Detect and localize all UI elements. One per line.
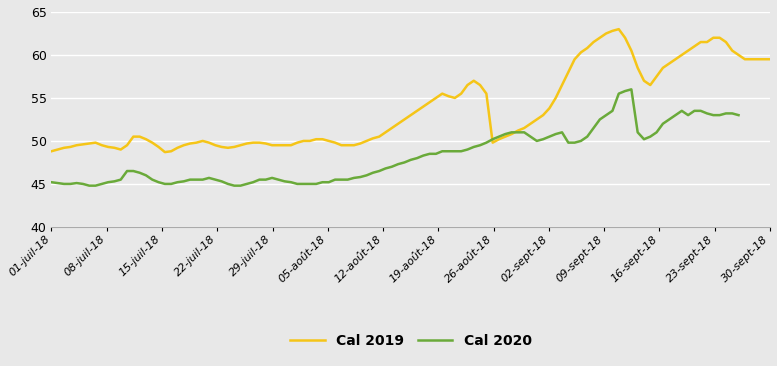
Cal 2020: [368, 171, 378, 175]
Line: Cal 2019: Cal 2019: [51, 29, 770, 152]
Line: Cal 2020: Cal 2020: [51, 89, 738, 186]
Cal 2020: [85, 183, 94, 188]
Cal 2019: [286, 143, 295, 147]
Cal 2019: [324, 139, 333, 143]
Cal 2020: [255, 178, 264, 182]
Cal 2020: [387, 165, 396, 169]
Cal 2020: [727, 111, 737, 116]
Cal 2019: [141, 137, 151, 141]
Cal 2019: [488, 141, 497, 145]
Cal 2019: [765, 57, 775, 61]
Cal 2019: [614, 27, 623, 31]
Legend: Cal 2019, Cal 2020: Cal 2019, Cal 2020: [284, 328, 537, 353]
Cal 2019: [47, 149, 56, 153]
Cal 2019: [217, 145, 226, 149]
Cal 2019: [160, 150, 169, 154]
Cal 2020: [47, 180, 56, 184]
Cal 2019: [690, 44, 699, 49]
Cal 2020: [733, 113, 743, 117]
Cal 2020: [627, 87, 636, 92]
Cal 2020: [702, 111, 712, 116]
Cal 2020: [538, 137, 548, 141]
